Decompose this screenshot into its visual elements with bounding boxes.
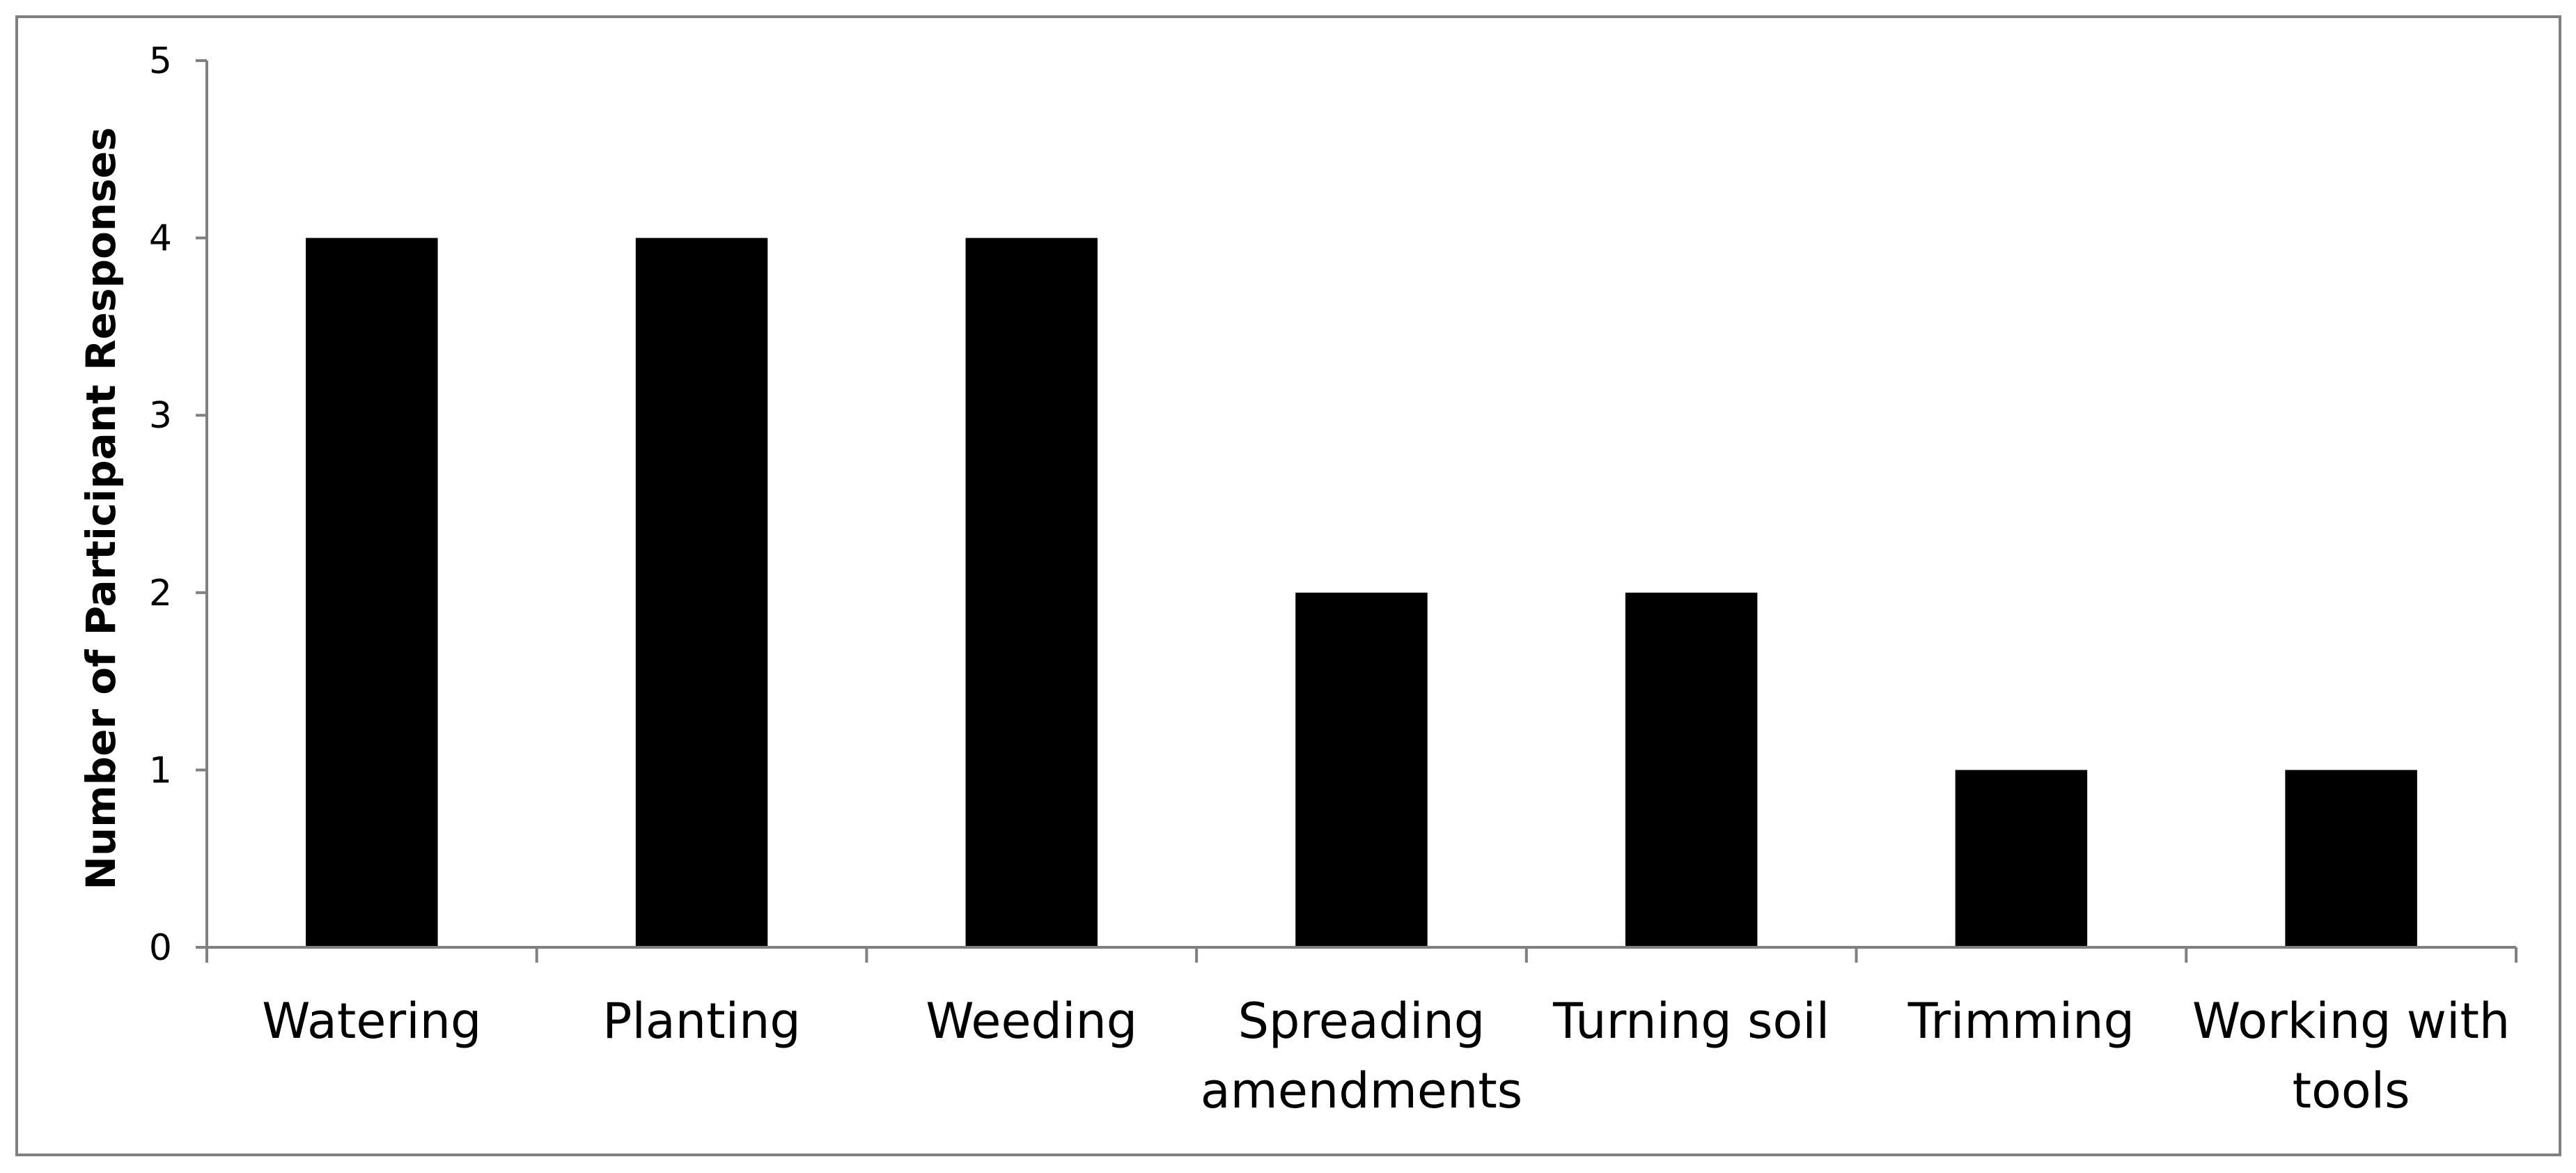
bar-3 xyxy=(1295,592,1428,947)
y-tick-label: 3 xyxy=(149,395,172,437)
x-category-label: Weeding xyxy=(926,993,1137,1050)
bar-2 xyxy=(965,238,1098,948)
y-tick-label: 4 xyxy=(149,218,172,260)
y-tick-label: 5 xyxy=(149,40,172,82)
y-tick-label: 1 xyxy=(149,749,172,791)
x-category-label: Turning soil xyxy=(1552,993,1829,1050)
axes-group xyxy=(196,59,2518,963)
bar-6 xyxy=(2285,770,2417,947)
y-tick-label: 0 xyxy=(149,927,172,969)
y-axis-title-group: Number of Participant Responses xyxy=(77,127,125,890)
x-category-label: Working with tools xyxy=(2192,993,2510,1119)
x-category-label: Watering xyxy=(262,993,481,1050)
chart-border xyxy=(15,15,2561,1156)
y-tick-label: 2 xyxy=(149,573,172,614)
x-category-label: Spreading amendments xyxy=(1201,993,1523,1119)
bar-1 xyxy=(635,238,768,948)
bar-4 xyxy=(1625,592,1758,947)
y-tick-labels: 0 1 2 3 4 5 xyxy=(149,40,172,969)
bars-group xyxy=(306,238,2417,948)
bar-0 xyxy=(306,238,438,948)
bar-5 xyxy=(1955,770,2088,947)
x-category-label: Trimming xyxy=(1907,993,2134,1050)
x-category-label: Planting xyxy=(602,993,801,1050)
x-category-labels: Watering Planting Weeding Spreading amendmen… xyxy=(262,993,2510,1119)
y-axis-title: Number of Participant Responses xyxy=(77,127,125,890)
